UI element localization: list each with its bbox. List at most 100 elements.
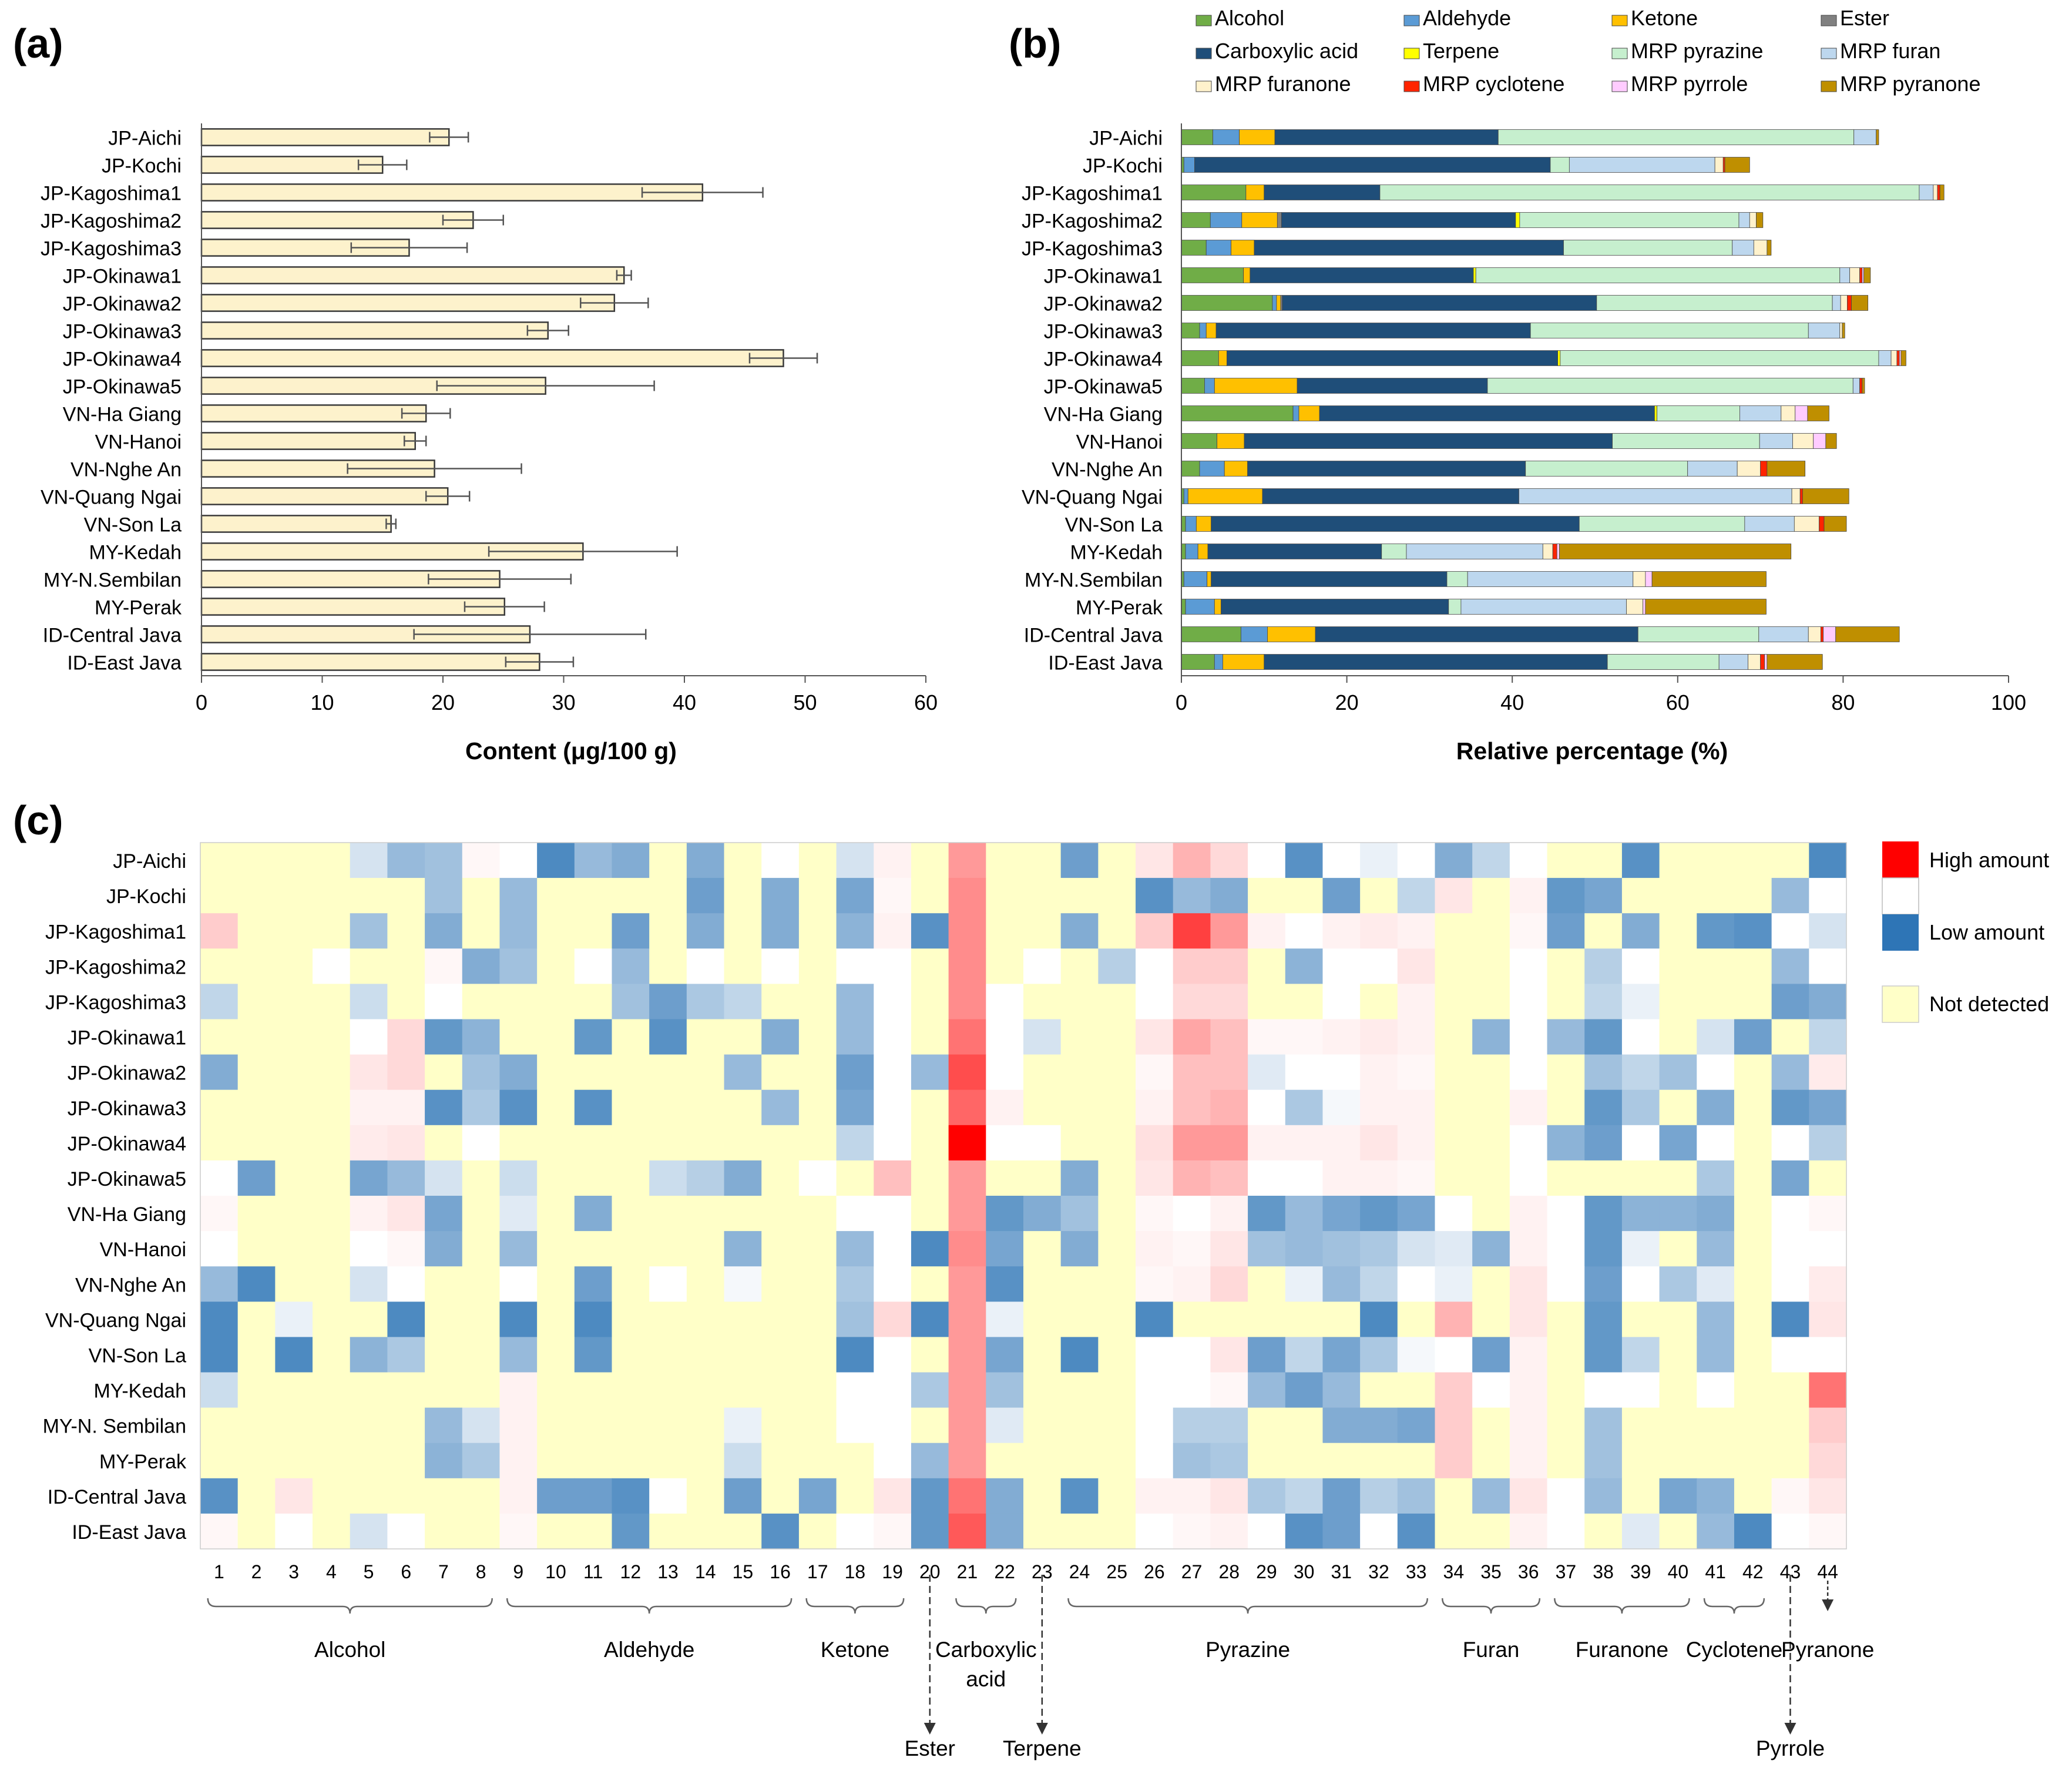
category-label-JP-Okinawa1: JP-Okinawa1 [1044,266,1163,288]
heatmap-cell-r20-c8 [462,1513,501,1549]
heatmap-cell-r16-c24 [1060,1372,1099,1408]
heatmap-cell-r18-c5 [350,1443,388,1479]
heatmap-cell-r11-c1 [200,1196,239,1232]
heatmap-cell-r10-c29 [1248,1160,1286,1196]
heatmap-cell-r13-c12 [612,1266,650,1302]
heatmap-cell-r5-c11 [574,984,613,1020]
heatmap-cell-r16-c18 [836,1372,874,1408]
heatmap-cell-r17-c21 [948,1407,986,1444]
heatmap-cell-r5-c15 [724,984,762,1020]
heatmap-cell-r17-c18 [836,1407,874,1444]
heatmap-cell-r19-c26 [1136,1478,1174,1514]
heatmap-cell-r19-c29 [1248,1478,1286,1514]
heatmap-cell-r19-c17 [798,1478,837,1514]
heatmap-cell-r5-c41 [1697,984,1735,1020]
heatmap-cell-r2-c2 [237,878,276,914]
heatmap-cell-r18-c18 [836,1443,874,1479]
heatmap-cell-r12-c30 [1285,1231,1324,1267]
heatmap-cell-r4-c15 [724,948,762,984]
row-label-MY-N. Sembilan: MY-N. Sembilan [43,1416,186,1438]
x-tick-label-80: 80 [1831,690,1855,715]
heatmap-cell-r17-c20 [911,1407,949,1444]
segment-Aldehyde-VN-Son La [1185,516,1197,532]
row-label-JP-Kochi: JP-Kochi [106,886,186,908]
heatmap-cell-r15-c8 [462,1337,501,1373]
heatmap-cell-r17-c10 [537,1407,575,1444]
legend-label-MRP cyclotene: MRP cyclotene [1423,72,1564,96]
segment-MRP pyranone-VN-Son La [1824,516,1847,532]
segment-MRP pyrrole-VN-Hanoi [1813,433,1826,449]
heatmap-cell-r5-c6 [387,984,425,1020]
heatmap-cell-r6-c17 [798,1019,837,1055]
heatmap-cell-r15-c6 [387,1337,425,1373]
heatmap-cell-r12-c24 [1060,1231,1099,1267]
heatmap-cell-r15-c28 [1210,1337,1248,1373]
panel-a-xlabel: Content (μg/100 g) [465,737,677,764]
column-label-30: 30 [1294,1561,1315,1582]
segment-Alcohol-JP-Okinawa2 [1181,295,1273,311]
heatmap-cell-r6-c44 [1809,1019,1847,1055]
column-label-24: 24 [1069,1561,1090,1582]
segment-MRP furan-JP-Okinawa4 [1878,350,1892,366]
segment-Aldehyde-JP-Okinawa3 [1199,323,1207,338]
segment-Ester-JP-Kagoshima2 [1277,212,1282,228]
segment-Alcohol-JP-Okinawa1 [1181,267,1244,283]
category-label-JP-Okinawa4: JP-Okinawa4 [63,348,182,371]
heatmap-cell-r13-c38 [1584,1266,1623,1302]
heatmap-cell-r10-c40 [1659,1160,1697,1196]
x-tick-label-60: 60 [1666,690,1690,715]
heatmap-cell-r12-c10 [537,1231,575,1267]
heatmap-cell-r7-c41 [1697,1054,1735,1091]
x-tick-label-50: 50 [793,690,817,715]
heatmap-cell-r19-c2 [237,1478,276,1514]
heatmap-cell-r11-c15 [724,1196,762,1232]
heatmap-cell-r19-c8 [462,1478,501,1514]
heatmap-cell-r17-c16 [761,1407,800,1444]
column-label-35: 35 [1480,1561,1502,1582]
heatmap-cell-r5-c33 [1397,984,1436,1020]
segment-MRP furanone-JP-Kagoshima3 [1753,240,1768,256]
segment-Ketone-JP-Kagoshima2 [1241,212,1278,228]
heatmap-cell-r12-c8 [462,1231,501,1267]
heatmap-cell-r4-c1 [200,948,239,984]
heatmap-cell-r1-c25 [1098,843,1136,878]
heatmap-cell-r19-c9 [499,1478,538,1514]
group-label-Ketone: Ketone [821,1638,889,1662]
heatmap-cell-r7-c40 [1659,1054,1697,1091]
heatmap-cell-r17-c26 [1136,1407,1174,1444]
segment-MRP pyranone-MY-Perak [1645,599,1767,615]
heatmap-cell-r10-c3 [275,1160,313,1196]
panel-a-content-bar-chart: JP-Aichi JP-Kochi JP-Kagoshima1 JP-Kagoshim… [41,123,938,715]
heatmap-cell-r20-c18 [836,1513,874,1549]
heatmap-cell-r8-c37 [1547,1089,1585,1126]
heatmap-cell-r6-c42 [1734,1019,1772,1055]
heatmap-cell-r13-c25 [1098,1266,1136,1302]
heatmap-cell-r10-c30 [1285,1160,1324,1196]
segment-MRP cyclotene-JP-Okinawa4 [1896,350,1900,366]
column-label-42: 42 [1742,1561,1764,1582]
heatmap-cell-r15-c15 [724,1337,762,1373]
heatmap-cell-r6-c43 [1771,1019,1809,1055]
bar-JP-Kochi [200,156,384,174]
heatmap-cell-r9-c26 [1136,1125,1174,1161]
heatmap-cell-r12-c17 [798,1231,837,1267]
heatmap-cell-r12-c25 [1098,1231,1136,1267]
category-label-MY-Perak: MY-Perak [1076,597,1163,619]
heatmap-cell-r14-c11 [574,1302,613,1337]
heatmap-cell-r3-c27 [1173,913,1211,949]
heatmap-cell-r14-c37 [1547,1302,1585,1337]
heatmap-cell-r20-c44 [1809,1513,1847,1549]
heatmap-cell-r11-c4 [313,1196,351,1232]
heatmap-cell-r17-c36 [1509,1407,1548,1444]
bar-VN-Quang Ngai [200,487,449,505]
heatmap-cell-r3-c38 [1584,913,1623,949]
heatmap-cell-r16-c4 [313,1372,351,1408]
heatmap-cell-r16-c16 [761,1372,800,1408]
heatmap-cell-r11-c6 [387,1196,425,1232]
segment-Alcohol-MY-Kedah [1181,544,1186,559]
heatmap-cell-r5-c40 [1659,984,1697,1020]
heatmap-cell-r2-c41 [1697,878,1735,914]
heatmap-cell-r16-c38 [1584,1372,1623,1408]
heatmap-cell-r9-c33 [1397,1125,1436,1161]
heatmap-cell-r13-c21 [948,1266,986,1302]
